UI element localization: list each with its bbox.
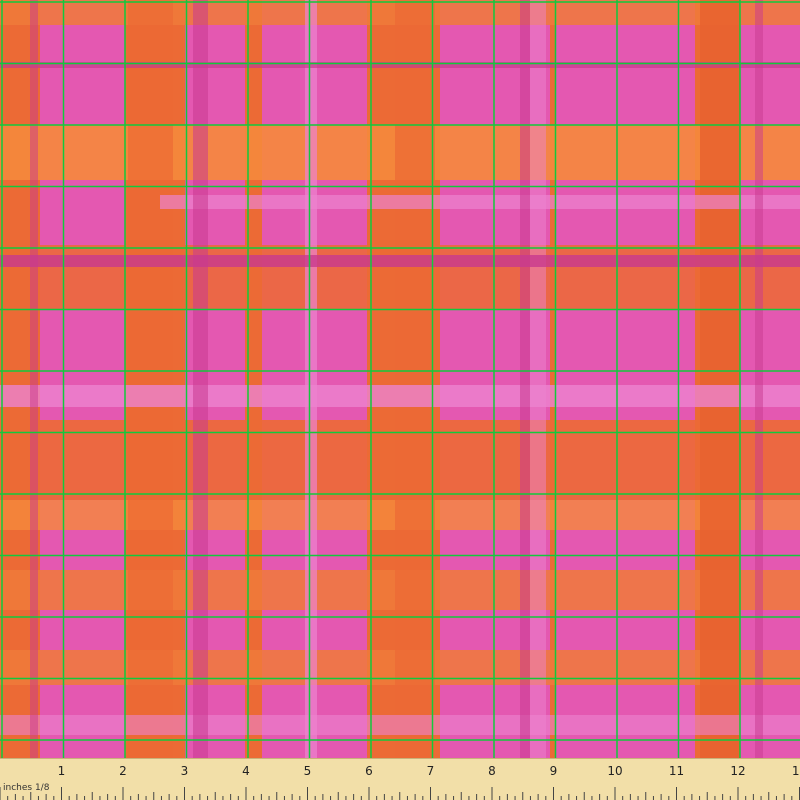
inch-ruler: inches 1/8 12345678910111213 — [0, 758, 800, 800]
ruler-unit-label: inches 1/8 — [3, 783, 50, 793]
ruler-tick-label: 3 — [181, 764, 189, 778]
ruler-tick-label: 6 — [365, 764, 373, 778]
ruler-tick-label: 8 — [488, 764, 496, 778]
ruler-tick-label: 13 — [792, 764, 800, 778]
ruler-tick-label: 1 — [58, 764, 66, 778]
ruler-tick-label: 4 — [242, 764, 250, 778]
ruler-ticks: 12345678910111213 — [0, 764, 800, 800]
ruler-tick-label: 10 — [607, 764, 622, 778]
plaid-fabric-pattern — [0, 0, 800, 758]
measurement-grid — [0, 0, 800, 758]
ruler-tick-label: 2 — [119, 764, 127, 778]
ruler-tick-label: 7 — [427, 764, 435, 778]
ruler-tick-label: 9 — [550, 764, 558, 778]
ruler-tick-label: 12 — [730, 764, 745, 778]
plaid-pattern-graphic — [0, 0, 800, 758]
ruler-tick-label: 5 — [304, 764, 312, 778]
ruler-tick-label: 11 — [669, 764, 684, 778]
